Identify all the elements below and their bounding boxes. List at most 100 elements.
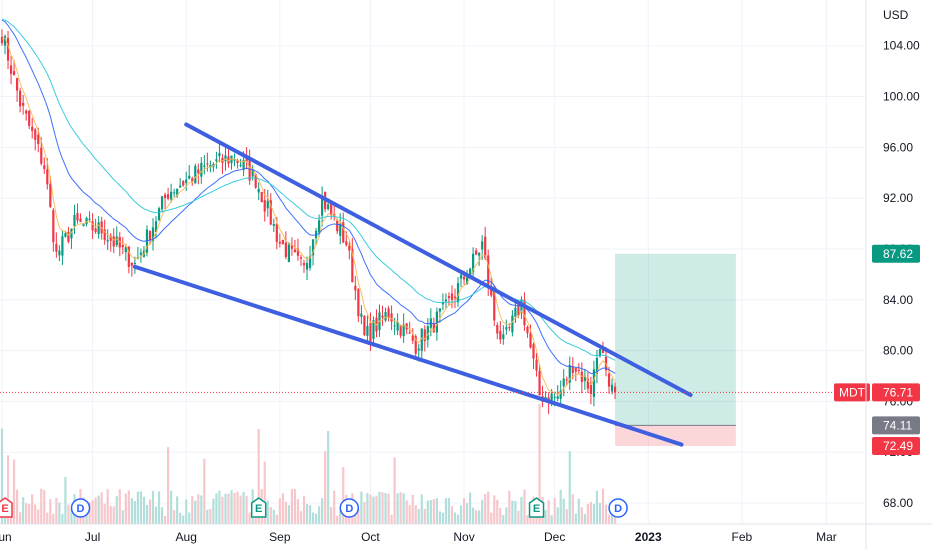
volume-bar <box>112 506 115 524</box>
volume-bar <box>173 510 176 524</box>
candle-body <box>25 110 28 114</box>
volume-bar <box>423 508 426 524</box>
volume-bar <box>97 495 100 524</box>
volume-bar <box>121 510 124 524</box>
candle-body <box>127 246 130 267</box>
volume-bar <box>487 491 490 524</box>
candle-body <box>360 313 363 317</box>
volume-bar <box>275 514 278 524</box>
candle-body <box>408 332 411 334</box>
candle-body <box>106 240 109 242</box>
volume-bar <box>103 503 106 524</box>
volume-bar <box>580 507 583 524</box>
volume-bar <box>151 490 155 524</box>
candle-body <box>19 90 22 107</box>
candle-body <box>607 373 611 387</box>
candle-body <box>363 316 366 336</box>
event-marker-label: E <box>533 503 540 515</box>
candle-body <box>308 256 312 268</box>
trendline-lower[interactable] <box>132 264 684 447</box>
volume-bar <box>372 496 375 524</box>
volume-bar <box>115 496 118 524</box>
volume-bar <box>254 513 257 524</box>
volume-bar <box>508 490 511 524</box>
candle-body <box>269 200 272 225</box>
candle-body <box>154 221 158 232</box>
volume-bar <box>535 514 538 524</box>
volume-bar <box>387 493 390 524</box>
volume-bar <box>523 489 526 524</box>
candle-body <box>287 244 290 262</box>
candle-body <box>532 344 535 359</box>
time-axis-bg <box>0 524 932 550</box>
candle-body <box>450 293 454 300</box>
volume-bar <box>191 495 194 524</box>
volume-bar <box>163 515 167 524</box>
candle-body <box>462 276 466 280</box>
volume-bar <box>6 455 10 524</box>
volume-bar <box>565 509 568 524</box>
earnings-marker[interactable] <box>0 497 13 518</box>
profit-zone[interactable] <box>615 253 736 426</box>
candle-body <box>330 203 333 216</box>
volume-bar <box>598 503 602 524</box>
volume-bar <box>411 494 414 524</box>
candle-body <box>3 36 7 46</box>
volume-bar <box>49 499 52 524</box>
candle-body <box>523 300 526 326</box>
volume-bar <box>157 491 161 524</box>
y-tick-label: 84.00 <box>883 293 913 307</box>
volume-bar <box>456 514 460 524</box>
volume-bar <box>0 428 4 524</box>
candle-body <box>22 102 25 106</box>
volume-bar <box>227 493 230 524</box>
earnings-marker[interactable] <box>250 497 267 518</box>
candle-body <box>517 303 520 316</box>
trendline-upper[interactable] <box>184 122 693 398</box>
candle-body <box>236 160 239 163</box>
volume-bar <box>538 404 541 524</box>
candle-body <box>163 194 167 199</box>
candle-body <box>348 245 351 251</box>
volume-bar <box>302 495 306 524</box>
candle-body <box>478 252 481 256</box>
y-tick-label: 68.00 <box>883 496 913 510</box>
volume-bar <box>67 504 70 524</box>
y-tick-label: 100.00 <box>883 90 920 104</box>
price-axis[interactable]: USD104.00100.0096.0092.0088.0084.0080.00… <box>866 0 932 550</box>
volume-bar <box>490 512 493 524</box>
earnings-marker[interactable] <box>528 497 545 518</box>
candle-body <box>139 252 143 255</box>
volume-bar <box>339 510 342 524</box>
trendlines[interactable] <box>132 122 693 447</box>
candle-body <box>221 157 224 163</box>
candle-body <box>381 315 384 318</box>
volume-bar <box>459 505 463 524</box>
candle-body <box>589 384 592 395</box>
stop-loss-zone[interactable] <box>615 425 736 446</box>
candle-body <box>170 191 173 200</box>
candle-body <box>224 155 227 162</box>
volume-bar <box>296 499 300 524</box>
candle-body <box>260 191 263 203</box>
long-position-tool[interactable] <box>615 253 736 446</box>
volume-bar <box>396 493 399 524</box>
moving-averages <box>1 18 616 395</box>
volume-bar <box>583 513 586 524</box>
dividend-marker[interactable] <box>339 498 360 518</box>
volume-bar <box>595 490 599 524</box>
volume-bar <box>604 504 608 524</box>
candle-body <box>345 241 348 246</box>
candle-body <box>179 185 182 188</box>
dividend-marker[interactable] <box>70 498 91 518</box>
candle-body <box>586 378 589 389</box>
volume-bar <box>571 494 574 524</box>
candle-body <box>55 243 58 252</box>
symbol-tag-label: MDT <box>839 385 866 399</box>
candle-body <box>296 248 300 256</box>
dividend-marker[interactable] <box>608 498 628 518</box>
